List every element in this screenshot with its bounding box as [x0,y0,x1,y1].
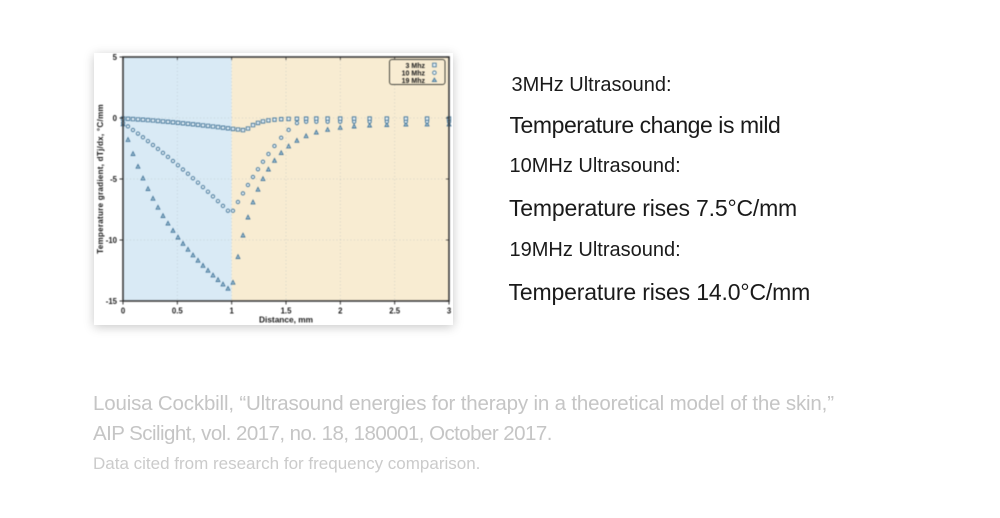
svg-text:3 Mhz: 3 Mhz [406,63,426,70]
svg-text:-10: -10 [106,236,118,245]
svg-text:0: 0 [121,307,126,316]
svg-text:2.5: 2.5 [389,307,401,316]
svg-text:1.5: 1.5 [281,307,293,316]
svg-text:19 Mhz: 19 Mhz [402,78,426,85]
svg-text:0: 0 [113,114,118,123]
svg-text:Temperature gradient, dTj/dx,: Temperature gradient, dTj/dx, °C/mm [96,104,105,254]
svg-text:1: 1 [229,307,234,316]
svg-text:10 Mhz: 10 Mhz [402,71,426,78]
svg-text:2: 2 [338,307,343,316]
svg-text:-15: -15 [106,297,118,306]
svg-text:-5: -5 [110,175,118,184]
svg-text:3: 3 [447,307,452,316]
svg-text:0.5: 0.5 [172,307,184,316]
svg-text:Distance, mm: Distance, mm [259,315,313,325]
svg-text:5: 5 [113,53,118,62]
